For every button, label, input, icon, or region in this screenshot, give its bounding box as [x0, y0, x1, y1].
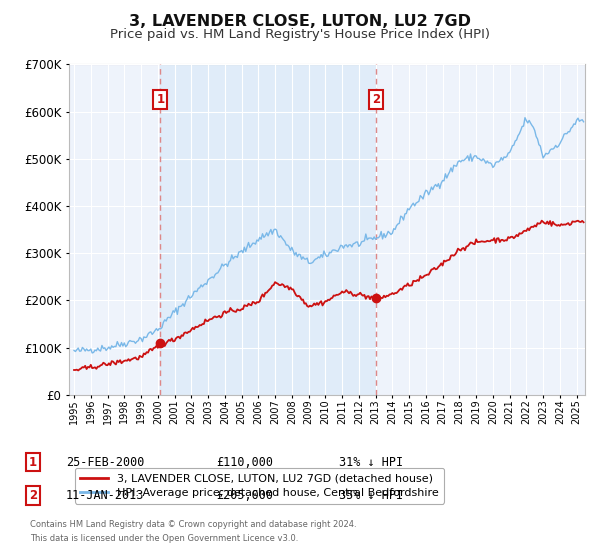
Text: 1: 1 — [29, 455, 37, 469]
Text: Price paid vs. HM Land Registry's House Price Index (HPI): Price paid vs. HM Land Registry's House … — [110, 28, 490, 41]
Text: 3, LAVENDER CLOSE, LUTON, LU2 7GD: 3, LAVENDER CLOSE, LUTON, LU2 7GD — [129, 14, 471, 29]
Text: 2: 2 — [29, 489, 37, 502]
Text: £110,000: £110,000 — [216, 455, 273, 469]
Bar — [160, 64, 376, 395]
Text: This data is licensed under the Open Government Licence v3.0.: This data is licensed under the Open Gov… — [30, 534, 298, 543]
Text: 35% ↓ HPI: 35% ↓ HPI — [339, 489, 403, 502]
Text: 25-FEB-2000: 25-FEB-2000 — [66, 455, 145, 469]
Text: Contains HM Land Registry data © Crown copyright and database right 2024.: Contains HM Land Registry data © Crown c… — [30, 520, 356, 529]
Text: 11-JAN-2013: 11-JAN-2013 — [66, 489, 145, 502]
Text: 1: 1 — [156, 92, 164, 106]
Text: £205,000: £205,000 — [216, 489, 273, 502]
Text: 31% ↓ HPI: 31% ↓ HPI — [339, 455, 403, 469]
Text: 2: 2 — [372, 92, 380, 106]
Legend: 3, LAVENDER CLOSE, LUTON, LU2 7GD (detached house), HPI: Average price, detached: 3, LAVENDER CLOSE, LUTON, LU2 7GD (detac… — [74, 468, 444, 503]
